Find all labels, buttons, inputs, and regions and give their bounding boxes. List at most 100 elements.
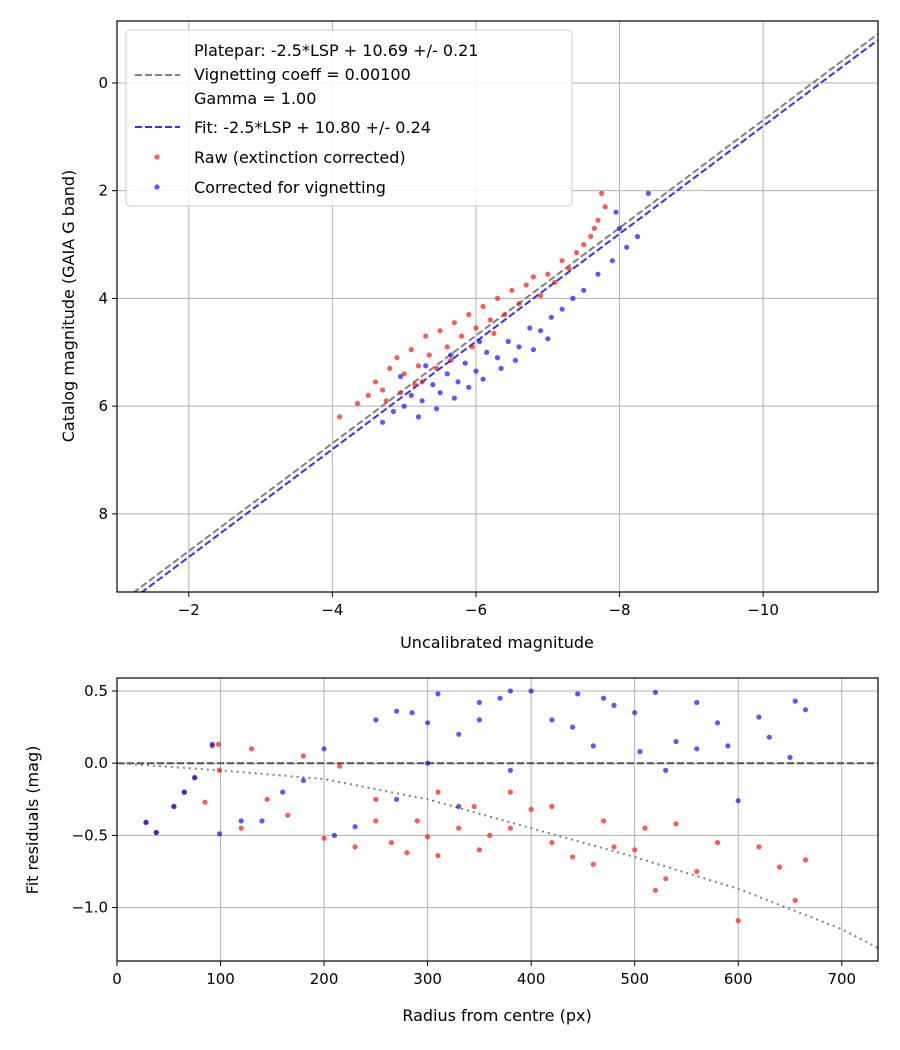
- corrected-point: [192, 775, 198, 781]
- bottom-y-axis-label: Fit residuals (mag): [23, 746, 42, 895]
- corrected-point: [380, 419, 386, 425]
- corrected-point: [435, 691, 441, 697]
- corrected-point: [624, 244, 630, 250]
- legend: Platepar: -2.5*LSP + 10.69 +/- 0.21 Vign…: [125, 29, 573, 207]
- corrected-point: [390, 408, 396, 415]
- raw-point: [570, 854, 576, 860]
- raw-point: [321, 835, 327, 841]
- raw-point: [285, 812, 291, 818]
- y-tick-label: 2: [98, 182, 108, 200]
- raw-point: [599, 190, 605, 196]
- raw-point: [426, 352, 432, 358]
- legend-label-raw: Raw (extinction corrected): [194, 148, 406, 167]
- raw-point: [545, 271, 551, 277]
- corrected-point: [507, 767, 513, 774]
- raw-point: [387, 365, 393, 371]
- raw-point: [398, 390, 404, 396]
- corrected-point: [609, 258, 616, 264]
- corrected-point: [601, 695, 607, 701]
- corrected-point: [645, 190, 651, 196]
- raw-point: [552, 279, 558, 285]
- corrected-point: [238, 818, 244, 824]
- bottom-plot-frame: [116, 677, 879, 962]
- raw-point: [423, 333, 429, 339]
- raw-point: [471, 803, 477, 810]
- legend-label-vignetting: Vignetting coeff = 0.00100: [194, 65, 411, 84]
- corrected-point: [673, 738, 679, 745]
- legend-box: [125, 29, 573, 207]
- raw-point: [404, 850, 410, 856]
- corrected-point: [694, 699, 700, 706]
- corrected-point: [530, 347, 537, 353]
- raw-point: [435, 789, 441, 795]
- corrected-point: [477, 338, 483, 345]
- raw-point: [300, 753, 306, 759]
- x-tick-label: 400: [517, 970, 546, 988]
- top-x-axis-label: Uncalibrated magnitude: [400, 633, 594, 652]
- corrected-point: [766, 734, 772, 740]
- legend-label-gamma: Gamma = 1.00: [194, 89, 316, 108]
- raw-point: [792, 897, 798, 904]
- raw-point: [632, 847, 638, 853]
- raw-point: [383, 398, 389, 404]
- raw-point: [530, 274, 537, 280]
- raw-point: [414, 818, 420, 824]
- corrected-point: [423, 363, 429, 369]
- top-y-ticks: 0 2 4 6 8: [98, 74, 117, 523]
- corrected-point: [507, 688, 513, 694]
- y-tick-label: 6: [98, 397, 108, 415]
- corrected-point: [394, 708, 400, 714]
- x-tick-label: 700: [827, 970, 856, 988]
- bottom-scatter-points: [143, 688, 809, 924]
- raw-point: [590, 861, 596, 867]
- corrected-point: [430, 382, 436, 388]
- corrected-point: [259, 818, 265, 824]
- raw-point: [456, 825, 462, 831]
- corrected-point: [545, 336, 551, 342]
- corrected-point: [209, 741, 215, 748]
- raw-point: [714, 840, 721, 846]
- corrected-point: [143, 819, 149, 826]
- raw-point: [523, 282, 529, 288]
- corrected-point: [575, 691, 581, 697]
- raw-point: [802, 857, 809, 863]
- corrected-point: [595, 271, 601, 277]
- raw-point: [559, 258, 565, 264]
- raw-point: [264, 796, 270, 802]
- corrected-point: [476, 699, 482, 706]
- corrected-point: [456, 803, 462, 810]
- x-tick-label: 0: [112, 970, 122, 988]
- raw-point: [487, 832, 493, 839]
- raw-point: [373, 796, 379, 802]
- raw-point: [425, 834, 431, 840]
- raw-point: [215, 741, 222, 748]
- corrected-point: [476, 717, 482, 723]
- raw-point: [602, 204, 608, 210]
- y-tick-label: 8: [98, 505, 108, 523]
- y-tick-label: 0.5: [84, 682, 108, 700]
- raw-point: [573, 250, 580, 256]
- raw-point: [466, 312, 472, 318]
- raw-point: [354, 400, 361, 407]
- corrected-point: [735, 798, 741, 804]
- corrected-point: [616, 225, 623, 231]
- corrected-point: [415, 414, 422, 420]
- corrected-point: [528, 688, 534, 694]
- corrected-point: [425, 720, 431, 726]
- raw-point: [652, 887, 659, 893]
- corrected-point: [433, 406, 440, 412]
- top-x-ticks: −2 −4 −6 −8 −10: [178, 592, 779, 619]
- corrected-point: [153, 829, 159, 836]
- raw-point: [611, 844, 617, 850]
- corrected-point: [181, 789, 187, 795]
- corrected-point: [455, 379, 461, 385]
- raw-point: [337, 414, 343, 420]
- corrected-point: [331, 832, 337, 839]
- corrected-point: [756, 714, 762, 720]
- raw-point: [491, 330, 497, 336]
- corrected-point: [480, 376, 486, 382]
- corrected-point: [611, 702, 617, 709]
- corrected-point: [559, 306, 565, 312]
- raw-point: [735, 918, 741, 924]
- x-tick-label: −2: [178, 601, 200, 619]
